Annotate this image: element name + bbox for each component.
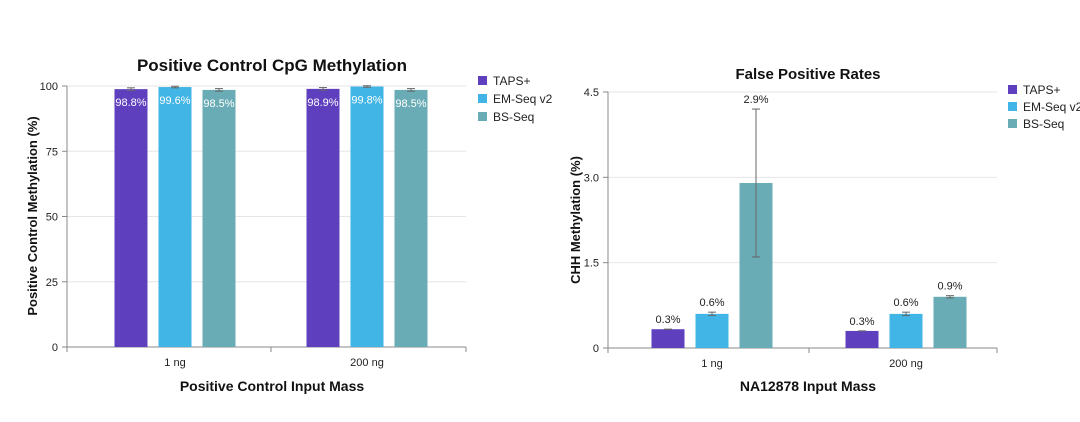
legend-label: EM-Seq v2 — [493, 92, 553, 106]
x-tick-label: 1 ng — [164, 357, 185, 369]
data-label: 98.8% — [115, 97, 146, 109]
data-label: 98.5% — [395, 98, 426, 110]
data-label: 98.9% — [307, 97, 338, 109]
data-label: 99.8% — [351, 95, 382, 107]
legend-label: TAPS+ — [493, 74, 530, 88]
y-tick-label: 1.5 — [584, 258, 599, 270]
legend-label: BS-Seq — [1023, 117, 1064, 131]
legend-label: TAPS+ — [1023, 83, 1060, 97]
bar — [306, 88, 340, 347]
data-label: 0.9% — [937, 281, 962, 293]
data-label: 98.5% — [203, 98, 234, 110]
y-axis-title: Positive Control Methylation (%) — [25, 116, 40, 315]
y-tick-label: 0 — [593, 343, 599, 355]
data-label: 2.9% — [743, 94, 768, 106]
bar — [933, 296, 967, 348]
chart-title: False Positive Rates — [735, 66, 880, 83]
x-tick-label: 200 ng — [350, 357, 384, 369]
bar — [651, 329, 685, 348]
y-tick-label: 4.5 — [584, 87, 599, 99]
legend-swatch — [478, 112, 487, 121]
y-axis-title: CHH Methylation (%) — [568, 156, 583, 284]
bar — [350, 86, 384, 347]
y-tick-label: 3.0 — [584, 172, 599, 184]
bar — [114, 89, 148, 347]
bar — [158, 87, 192, 347]
y-tick-label: 75 — [46, 146, 58, 158]
data-label: 0.3% — [849, 316, 874, 328]
legend-swatch — [1008, 85, 1017, 94]
legend-swatch — [478, 76, 487, 85]
x-axis-title: Positive Control Input Mass — [180, 378, 365, 394]
data-label: 99.6% — [159, 95, 190, 107]
chart-title: Positive Control CpG Methylation — [137, 56, 407, 75]
bar — [889, 313, 923, 348]
legend-label: EM-Seq v2 — [1023, 100, 1080, 114]
legend-label: BS-Seq — [493, 110, 534, 124]
data-label: 0.6% — [893, 297, 918, 309]
bar — [845, 330, 879, 348]
legend-swatch — [1008, 119, 1017, 128]
data-label: 0.3% — [655, 314, 680, 326]
bar — [394, 89, 428, 347]
x-tick-label: 200 ng — [889, 358, 923, 370]
legend-swatch — [478, 94, 487, 103]
legend-swatch — [1008, 102, 1017, 111]
y-tick-label: 25 — [46, 277, 58, 289]
x-axis-title: NA12878 Input Mass — [740, 378, 876, 394]
y-tick-label: 0 — [52, 342, 58, 354]
data-label: 0.6% — [699, 297, 724, 309]
x-tick-label: 1 ng — [701, 358, 722, 370]
bar — [695, 313, 729, 348]
bar — [202, 89, 236, 347]
y-tick-label: 50 — [46, 212, 58, 224]
y-tick-label: 100 — [40, 81, 58, 93]
